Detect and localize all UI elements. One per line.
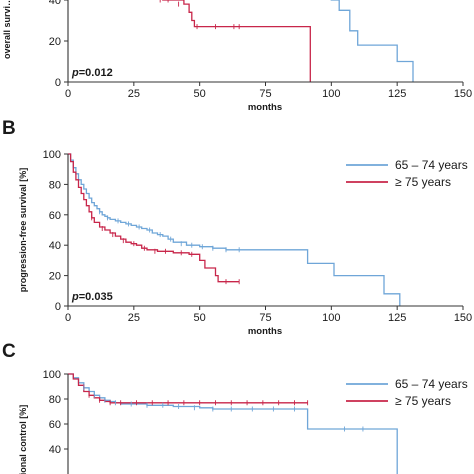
- y-tick-label: 40: [49, 240, 61, 252]
- y-tick-label: 40: [49, 0, 61, 7]
- km-curve-65-74: [68, 373, 398, 474]
- y-axis-label-b: progression-free survival [%]: [18, 168, 28, 293]
- p-value-symbol-a: p: [71, 67, 79, 79]
- panel-c: C ional control [%] 40 60 80 100 65 – 74 ye…: [2, 341, 468, 474]
- y-tick-label: 20: [49, 271, 61, 283]
- x-tick-label: 150: [454, 88, 472, 100]
- x-tick-label: 150: [454, 312, 472, 324]
- y-tick-label: 80: [49, 179, 61, 191]
- x-tick-label: 25: [128, 312, 140, 324]
- legend-label-75plus-b: ≥ 75 years: [395, 175, 451, 189]
- y-tick-label: 60: [49, 210, 61, 222]
- x-axis-label-b: months: [248, 326, 282, 337]
- legend-label-75plus-c: ≥ 75 years: [395, 394, 451, 408]
- p-value-b: p=0.035: [71, 291, 113, 303]
- y-tick-label: 0: [55, 77, 61, 89]
- x-tick-label: 75: [259, 312, 271, 324]
- x-tick-label: 100: [322, 312, 340, 324]
- panel-a: overall survi… 0 20 40 0 25 50 75 100 125 150 p=…: [2, 0, 472, 113]
- y-tick-label: 100: [43, 149, 61, 161]
- legend-label-65-74-c: 65 – 74 years: [395, 377, 468, 391]
- panel-b: B progression-free survival [%] 0 20 40 60 8…: [2, 118, 472, 337]
- x-tick-label: 100: [322, 88, 340, 100]
- panel-label-c: C: [2, 341, 16, 362]
- plot-area-c: [68, 373, 398, 474]
- plot-area-b: [68, 153, 401, 306]
- x-tick-label: 125: [388, 312, 406, 324]
- x-ticks-b: 0 25 50 75 100 125 150: [65, 306, 472, 324]
- p-value-a: p=0.012: [71, 67, 113, 79]
- x-ticks-a: 0 25 50 75 100 125 150: [65, 82, 472, 100]
- y-tick-label: 0: [55, 301, 61, 313]
- km-curve-75plus: [68, 373, 308, 404]
- y-tick-label: 40: [49, 444, 61, 456]
- x-tick-label: 125: [388, 88, 406, 100]
- km-curve-65-74: [330, 0, 414, 82]
- x-tick-label: 50: [194, 88, 206, 100]
- x-axis-label-a: months: [248, 102, 282, 113]
- y-tick-label: 20: [49, 36, 61, 48]
- y-tick-label: 100: [43, 369, 61, 381]
- km-curve-75plus: [68, 153, 240, 283]
- x-tick-label: 50: [194, 312, 206, 324]
- km-curve-75plus: [162, 0, 311, 82]
- panel-label-b: B: [2, 118, 16, 139]
- p-value-text-b: =0.035: [79, 291, 113, 303]
- y-ticks-b: 0 20 40 60 80 100: [43, 149, 68, 313]
- x-tick-label: 0: [65, 312, 71, 324]
- x-tick-label: 25: [128, 88, 140, 100]
- y-axis-label-a: overall survi…: [2, 0, 12, 59]
- x-tick-label: 75: [259, 88, 271, 100]
- p-value-text-a: =0.012: [79, 67, 113, 79]
- x-tick-label: 0: [65, 88, 71, 100]
- legend-b: 65 – 74 years ≥ 75 years: [346, 158, 468, 189]
- plot-area-a: [159, 0, 414, 82]
- legend-label-65-74-b: 65 – 74 years: [395, 158, 468, 172]
- p-value-symbol-b: p: [71, 291, 79, 303]
- y-tick-label: 80: [49, 394, 61, 406]
- y-ticks-a: 0 20 40: [49, 0, 68, 89]
- y-axis-label-c: ional control [%]: [18, 405, 28, 474]
- legend-c: 65 – 74 years ≥ 75 years: [346, 377, 468, 408]
- km-curve-65-74: [68, 153, 401, 306]
- y-ticks-c: 40 60 80 100: [43, 369, 68, 456]
- y-tick-label: 60: [49, 419, 61, 431]
